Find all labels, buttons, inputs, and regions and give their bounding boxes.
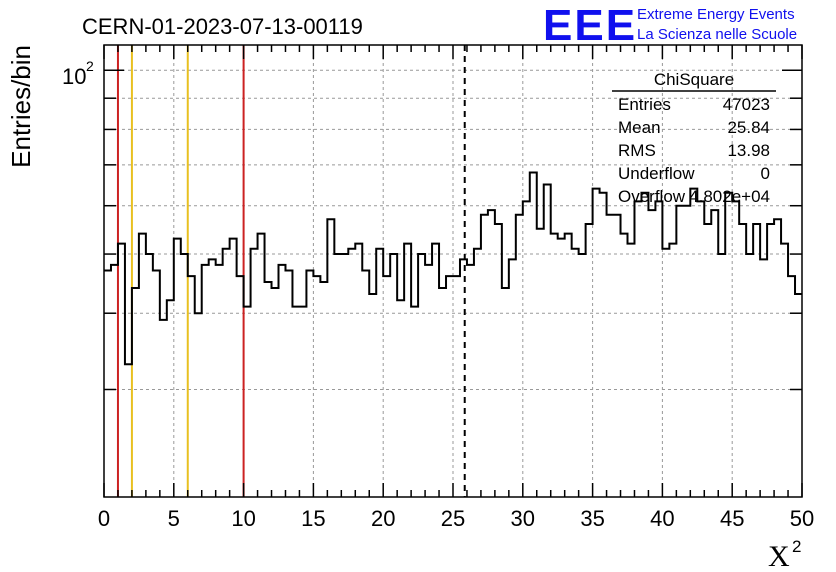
- stats-label: Mean: [618, 118, 661, 137]
- eee-logo-mark: EEE: [543, 1, 637, 50]
- grid: [104, 45, 802, 497]
- axis-ticks: [103, 45, 803, 497]
- y-tick-label-exponent: 2: [86, 58, 94, 74]
- stats-value: 4.802e+04: [689, 187, 770, 206]
- stats-rows: Entries 47023 Mean 25.84 RMS 13.98 Underflow 0 O…: [618, 95, 770, 206]
- marker-lines: [116, 45, 466, 497]
- x-tick-label: 50: [790, 506, 814, 531]
- stats-label: RMS: [618, 141, 656, 160]
- x-tick-label: 20: [371, 506, 395, 531]
- logo-line-2: La Scienza nelle Scuole: [637, 26, 797, 43]
- x-tick-label: 30: [511, 506, 535, 531]
- stats-label: Entries: [618, 95, 671, 114]
- stats-value: 47023: [723, 95, 770, 114]
- x-tick-label: 15: [301, 506, 325, 531]
- x-tick-labels: 0 5 10 15 20 25 30 35 40 45 50: [98, 506, 814, 531]
- x-tick-label: 10: [231, 506, 255, 531]
- x-tick-label: 0: [98, 506, 110, 531]
- y-tick-label-base: 10: [62, 64, 86, 89]
- stats-label: Overflow: [618, 187, 686, 206]
- x-axis-label-exponent: 2: [792, 537, 801, 556]
- eee-logo: EEE Extreme Energy Events La Scienza nel…: [543, 1, 797, 50]
- y-tick-label-100: 10 2: [62, 58, 94, 89]
- x-tick-label: 35: [580, 506, 604, 531]
- x-tick-label: 45: [720, 506, 744, 531]
- stats-value: 25.84: [727, 118, 770, 137]
- histogram-series: [104, 171, 802, 366]
- stats-box: ChiSquare Entries 47023 Mean 25.84 RMS 13.98 U…: [612, 70, 776, 206]
- x-tick-label: 25: [441, 506, 465, 531]
- x-axis-label-symbol: X: [768, 540, 790, 572]
- x-tick-label: 5: [168, 506, 180, 531]
- stats-value: 13.98: [727, 141, 770, 160]
- chart-title: CERN-01-2023-07-13-00119: [82, 14, 363, 39]
- y-axis-label: Entries/bin: [6, 45, 36, 168]
- stats-value: 0: [761, 164, 770, 183]
- x-tick-label: 40: [650, 506, 674, 531]
- x-axis-label: X 2: [768, 537, 801, 572]
- stats-title: ChiSquare: [654, 70, 734, 89]
- logo-line-1: Extreme Energy Events: [637, 6, 795, 23]
- stats-label: Underflow: [618, 164, 695, 183]
